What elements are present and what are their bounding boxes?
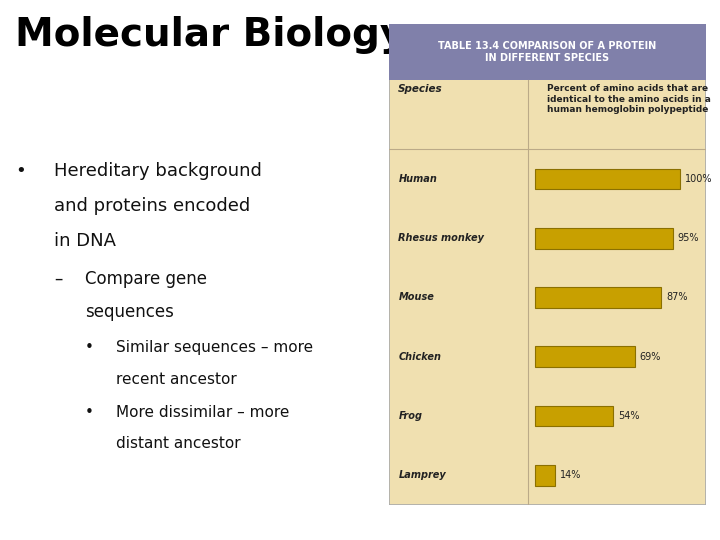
Bar xyxy=(414,217,509,260)
Text: 100%: 100% xyxy=(685,174,713,184)
Text: in DNA: in DNA xyxy=(54,232,116,250)
Text: Frog: Frog xyxy=(398,411,423,421)
Bar xyxy=(414,335,509,378)
Text: Lamprey: Lamprey xyxy=(398,470,446,480)
Text: Species: Species xyxy=(398,84,443,94)
Text: sequences: sequences xyxy=(85,303,174,321)
Text: distant ancestor: distant ancestor xyxy=(115,436,240,451)
Bar xyxy=(534,228,673,248)
Text: More dissimilar – more: More dissimilar – more xyxy=(115,405,289,420)
Bar xyxy=(534,465,555,485)
Text: •: • xyxy=(85,340,94,355)
Text: Percent of amino acids that are
identical to the amino acids in a
human hemoglob: Percent of amino acids that are identica… xyxy=(547,84,711,114)
Text: Rhesus monkey: Rhesus monkey xyxy=(398,233,485,243)
Text: 95%: 95% xyxy=(678,233,699,243)
Text: recent ancestor: recent ancestor xyxy=(115,372,236,387)
Bar xyxy=(414,158,509,200)
Bar xyxy=(534,287,661,308)
Text: •: • xyxy=(85,405,94,420)
Bar xyxy=(414,276,509,319)
Bar xyxy=(414,454,509,497)
Text: –: – xyxy=(54,270,63,288)
Text: •: • xyxy=(15,162,26,180)
Text: Similar sequences – more: Similar sequences – more xyxy=(115,340,312,355)
Text: Molecular Biology: Molecular Biology xyxy=(15,16,405,54)
Bar xyxy=(534,346,635,367)
Bar xyxy=(534,406,613,427)
Text: Chicken: Chicken xyxy=(398,352,441,362)
Text: 87%: 87% xyxy=(666,293,688,302)
Text: 54%: 54% xyxy=(618,411,639,421)
Text: Mouse: Mouse xyxy=(398,293,434,302)
Text: TABLE 13.4 COMPARISON OF A PROTEIN
IN DIFFERENT SPECIES: TABLE 13.4 COMPARISON OF A PROTEIN IN DI… xyxy=(438,41,657,63)
Text: Hereditary background: Hereditary background xyxy=(54,162,262,180)
Bar xyxy=(389,24,706,79)
Text: Compare gene: Compare gene xyxy=(85,270,207,288)
Text: and proteins encoded: and proteins encoded xyxy=(54,197,250,215)
Bar xyxy=(414,395,509,437)
Text: 69%: 69% xyxy=(640,352,661,362)
Text: Human: Human xyxy=(398,174,437,184)
Text: 14%: 14% xyxy=(559,470,581,480)
Bar xyxy=(534,168,680,189)
